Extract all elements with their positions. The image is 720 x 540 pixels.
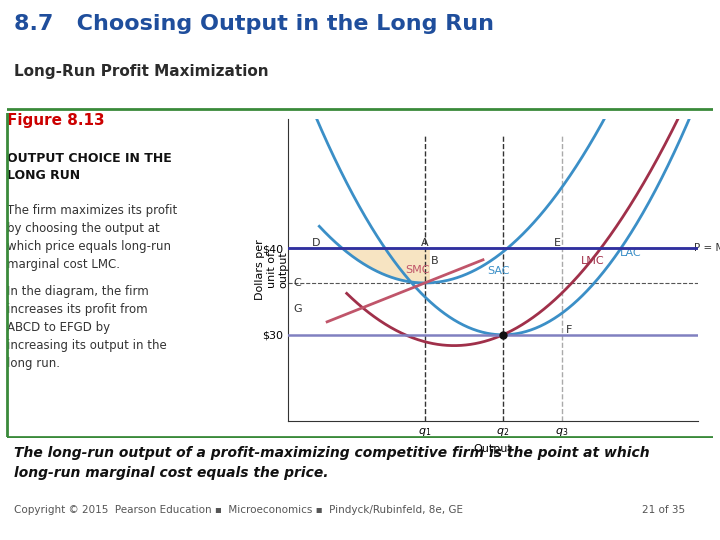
LMC: [343, 290, 351, 296]
Text: Copyright © 2015  Pearson Education ▪  Microeconomics ▪  Pindyck/Rubinfeld, 8e, : Copyright © 2015 Pearson Education ▪ Mic…: [14, 505, 463, 515]
SAC: [315, 223, 323, 230]
Text: E: E: [554, 238, 561, 248]
Text: D: D: [312, 238, 320, 248]
SMC: [479, 256, 487, 263]
SAC: [316, 224, 325, 231]
Line: SMC: SMC: [327, 260, 483, 322]
Text: SAC: SAC: [487, 266, 510, 276]
Text: 21 of 35: 21 of 35: [642, 505, 685, 515]
LMC: [392, 328, 401, 334]
LAC: [686, 113, 695, 119]
X-axis label: Output: Output: [474, 444, 513, 454]
Line: LMC: LMC: [347, 93, 690, 346]
Text: F: F: [565, 325, 572, 335]
Text: LMC: LMC: [581, 256, 605, 266]
SAC: [420, 280, 429, 286]
Text: The long-run output of a profit-maximizing competitive firm is the point at whic: The long-run output of a profit-maximizi…: [14, 446, 650, 480]
SAC: [639, 38, 647, 44]
SMC: [364, 302, 373, 308]
Text: SMC: SMC: [405, 266, 430, 275]
Line: SAC: SAC: [319, 0, 690, 283]
SAC: [585, 143, 593, 150]
SMC: [329, 316, 338, 322]
SAC: [541, 205, 550, 212]
LAC: [600, 267, 608, 274]
Text: OUTPUT CHOICE IN THE
LONG RUN: OUTPUT CHOICE IN THE LONG RUN: [7, 152, 172, 183]
SMC: [352, 307, 361, 314]
LMC: [376, 318, 384, 324]
Text: Long-Run Profit Maximization: Long-Run Profit Maximization: [14, 64, 269, 79]
LMC: [662, 137, 671, 144]
Text: In the diagram, the firm
increases its profit from
ABCD to EFGD by
increasing it: In the diagram, the firm increases its p…: [7, 285, 167, 370]
Text: B: B: [431, 256, 438, 266]
LMC: [686, 90, 695, 96]
Text: G: G: [294, 304, 302, 314]
LAC: [580, 290, 589, 296]
Text: 8.7   Choosing Output in the Long Run: 8.7 Choosing Output in the Long Run: [14, 14, 494, 35]
SMC: [465, 262, 474, 268]
LAC: [666, 158, 675, 164]
SAC: [341, 248, 350, 254]
SAC: [572, 163, 580, 170]
LAC: [303, 94, 312, 100]
Line: LAC: LAC: [307, 97, 690, 335]
SMC: [323, 319, 331, 325]
LMC: [644, 171, 653, 177]
Y-axis label: Dollars per
unit of
output: Dollars per unit of output: [255, 240, 288, 300]
LAC: [494, 332, 503, 338]
LMC: [462, 342, 471, 348]
Text: The firm maximizes its profit
by choosing the output at
which price equals long-: The firm maximizes its profit by choosin…: [7, 204, 177, 271]
LMC: [450, 342, 459, 349]
SMC: [471, 260, 480, 266]
Text: Figure 8.13: Figure 8.13: [7, 113, 105, 129]
LMC: [464, 341, 473, 348]
Text: C: C: [294, 278, 302, 288]
SMC: [332, 315, 341, 321]
Text: LAC: LAC: [620, 248, 642, 258]
Text: P = MR: P = MR: [695, 244, 720, 253]
LAC: [498, 332, 507, 338]
LAC: [528, 326, 536, 333]
LAC: [523, 328, 531, 334]
Text: A: A: [421, 238, 428, 248]
